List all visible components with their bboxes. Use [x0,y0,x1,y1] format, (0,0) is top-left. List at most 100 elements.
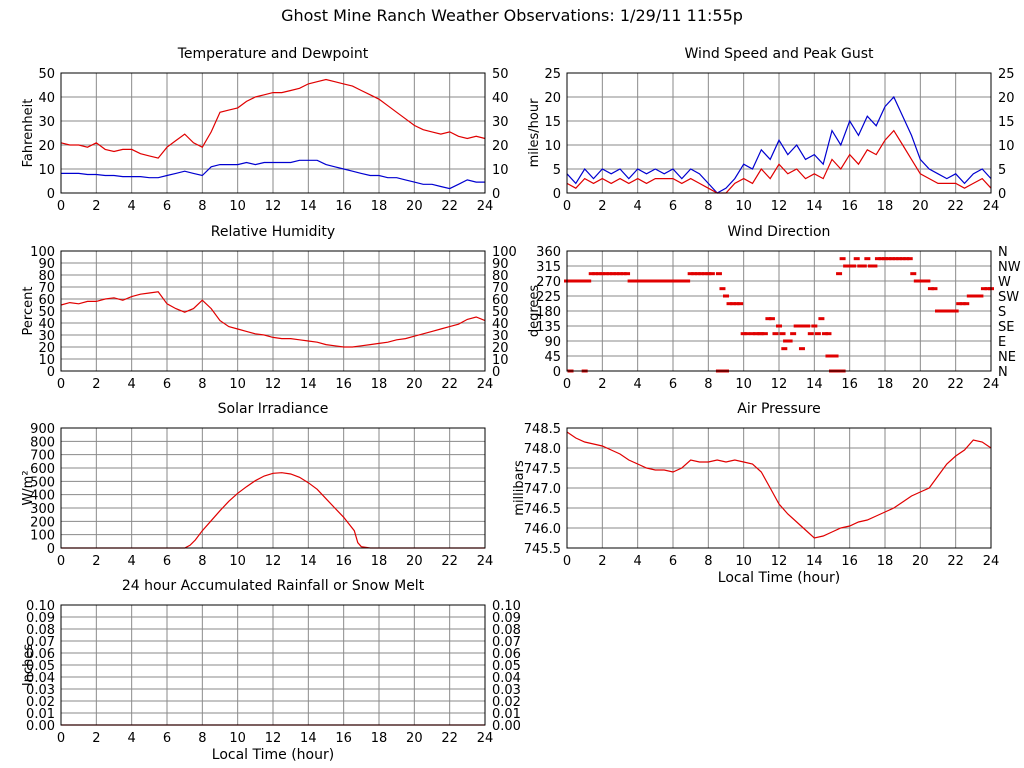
x-tick-label: 0 [563,199,571,214]
y-tick-label: 225 [536,290,561,305]
y-tick-label-right: 5 [998,163,1006,178]
data-point [942,309,949,313]
data-point [853,257,860,261]
data-point [839,257,846,261]
data-point [719,287,726,291]
y-tick-label: 500 [30,475,55,490]
data-point [694,272,701,276]
y-tick-label: 0 [553,187,561,202]
data-point [613,272,620,276]
data-point [599,272,606,276]
data-point [896,257,903,261]
data-point [800,324,807,328]
y-tick-label-right: 0 [492,187,500,202]
x-tick-label: 24 [477,199,494,214]
y-tick-label: 200 [30,515,55,530]
y-axis-label: Inches [21,644,36,686]
x-tick-label: 22 [441,199,458,214]
data-point [606,272,613,276]
y-tick-label-right: 40 [492,91,509,106]
x-tick-label: 20 [912,377,929,392]
plot-frame [566,250,992,372]
x-tick-label: 10 [735,554,752,569]
data-point [673,279,680,283]
data-point [733,302,740,306]
y-tick-label: 270 [536,275,561,290]
data-point [776,324,782,328]
x-tick-label: 18 [877,199,894,214]
data-point [723,294,729,298]
data-point [878,257,885,261]
x-tick-label: 0 [563,377,571,392]
y-tick-label-right: 20 [492,341,509,356]
x-tick-label: 14 [806,199,823,214]
y-tick-label: 180 [536,305,561,320]
data-point [740,332,747,336]
data-point [927,287,934,291]
data-point [935,309,941,313]
data-point [624,272,631,276]
x-tick-label: 14 [806,554,823,569]
x-tick-label: 6 [669,199,677,214]
y-tick-label-right: 0 [492,365,500,380]
data-point [798,347,805,351]
y-tick-label-right: 0.09 [492,611,521,626]
x-tick-label: 2 [92,731,100,746]
y-tick-label: 0.07 [26,635,55,650]
x-tick-label: 24 [983,199,1000,214]
data-point [698,272,705,276]
y-tick-label-right: 50 [492,67,509,82]
chart-title: Relative Humidity [211,224,335,240]
data-point [818,317,825,321]
data-point [804,324,811,328]
y-tick-label-right: SW [998,290,1019,305]
series-line-1 [60,78,486,159]
x-tick-label: 20 [406,554,423,569]
y-tick-label: 10 [544,139,561,154]
x-tick-label: 18 [371,554,388,569]
data-point [592,272,599,276]
y-tick-label: 10 [38,163,55,178]
x-tick-label: 10 [229,377,246,392]
plot-frame [60,604,486,726]
y-tick-label-right: 20 [492,139,509,154]
x-tick-label: 24 [983,554,1000,569]
data-point [949,309,956,313]
y-tick-label: 45 [544,350,561,365]
y-tick-label-right: 15 [998,115,1015,130]
x-tick-label: 20 [406,199,423,214]
data-point [836,272,843,276]
y-tick-label: 80 [38,269,55,284]
y-tick-label-right: 0.10 [492,599,521,614]
chart-rain: 24 hour Accumulated Rainfall or Snow Mel… [21,578,521,763]
y-tick-label-right: NE [998,350,1016,365]
chart-title: Temperature and Dewpoint [177,46,369,62]
y-tick-label-right: N [998,245,1008,260]
data-point [885,257,892,261]
chart-title: Air Pressure [737,401,820,417]
data-point [832,354,839,358]
data-point [779,332,786,336]
data-point [645,279,652,283]
x-tick-label: 20 [912,199,929,214]
y-tick-label: 747.0 [524,482,561,497]
y-axis-label: millibars [512,460,527,516]
y-tick-label-right: 50 [492,305,509,320]
x-tick-label: 4 [634,377,642,392]
data-point [772,332,779,336]
data-point [631,279,638,283]
y-tick-label: 746.5 [524,502,561,517]
x-tick-label: 16 [335,377,352,392]
series-line-1 [566,431,992,539]
y-tick-label: 0 [47,365,55,380]
x-tick-label: 8 [198,377,206,392]
data-point [963,302,970,306]
x-tick-label: 20 [912,554,929,569]
data-point [797,324,804,328]
x-tick-label: 8 [704,377,712,392]
y-tick-label-right: 80 [492,269,509,284]
data-point [917,279,924,283]
x-tick-label: 0 [57,554,65,569]
